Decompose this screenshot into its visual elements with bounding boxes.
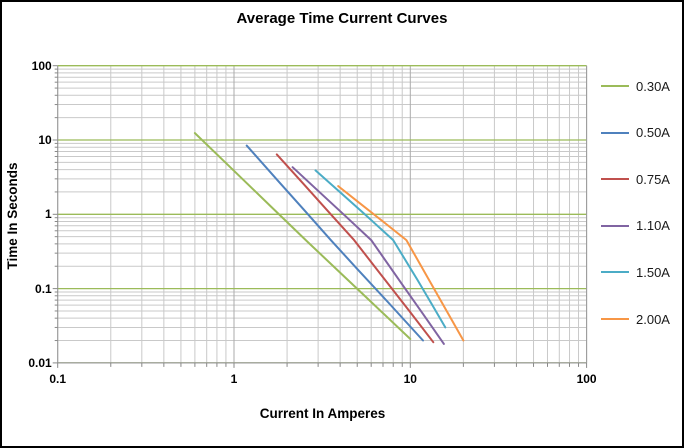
series-curve-1.10A xyxy=(291,166,445,345)
x-tick-label: 1 xyxy=(230,372,238,386)
series-curve-2.00A xyxy=(337,185,465,342)
legend-line-swatch xyxy=(601,178,629,181)
legend-item-1.50A: 1.50A xyxy=(601,264,670,280)
legend-label: 2.00A xyxy=(636,311,670,327)
series-curve-1.50A xyxy=(314,169,447,329)
legend-label: 1.50A xyxy=(636,264,670,280)
legend-item-0.30A: 0.30A xyxy=(601,78,670,94)
series-curve-0.75A xyxy=(275,153,435,344)
legend-label: 0.75A xyxy=(636,171,670,187)
series-curve-0.30A xyxy=(193,132,412,340)
series-curve-0.50A xyxy=(245,144,424,342)
x-tick-label: 0.1 xyxy=(49,372,67,386)
legend-label: 0.50A xyxy=(636,125,670,141)
legend-item-0.50A: 0.50A xyxy=(601,125,670,141)
x-tick-label: 100 xyxy=(576,372,597,386)
chart-title: Average Time Current Curves xyxy=(236,10,448,27)
y-tick-label: 0.1 xyxy=(35,281,52,296)
legend-item-1.10A: 1.10A xyxy=(601,218,670,234)
legend-line-swatch xyxy=(601,131,629,134)
legend-line-swatch xyxy=(601,318,629,320)
y-tick-label: 100 xyxy=(31,58,52,73)
legend-item-2.00A: 2.00A xyxy=(601,311,670,327)
y-tick-label: 10 xyxy=(38,133,52,147)
y-tick-label: 1 xyxy=(45,207,52,222)
legend-item-0.75A: 0.75A xyxy=(601,171,670,187)
legend-label: 1.10A xyxy=(636,218,670,234)
legend-line-swatch xyxy=(601,271,629,274)
x-tick-label: 10 xyxy=(403,372,417,386)
legend-line-swatch xyxy=(601,224,629,227)
y-tick-label: 0.01 xyxy=(28,355,52,370)
x-axis-title: Current In Amperes xyxy=(259,406,386,421)
legend-label: 0.30A xyxy=(636,78,670,94)
y-axis-title: Time In Seconds xyxy=(5,162,20,270)
legend-line-swatch xyxy=(601,85,629,87)
